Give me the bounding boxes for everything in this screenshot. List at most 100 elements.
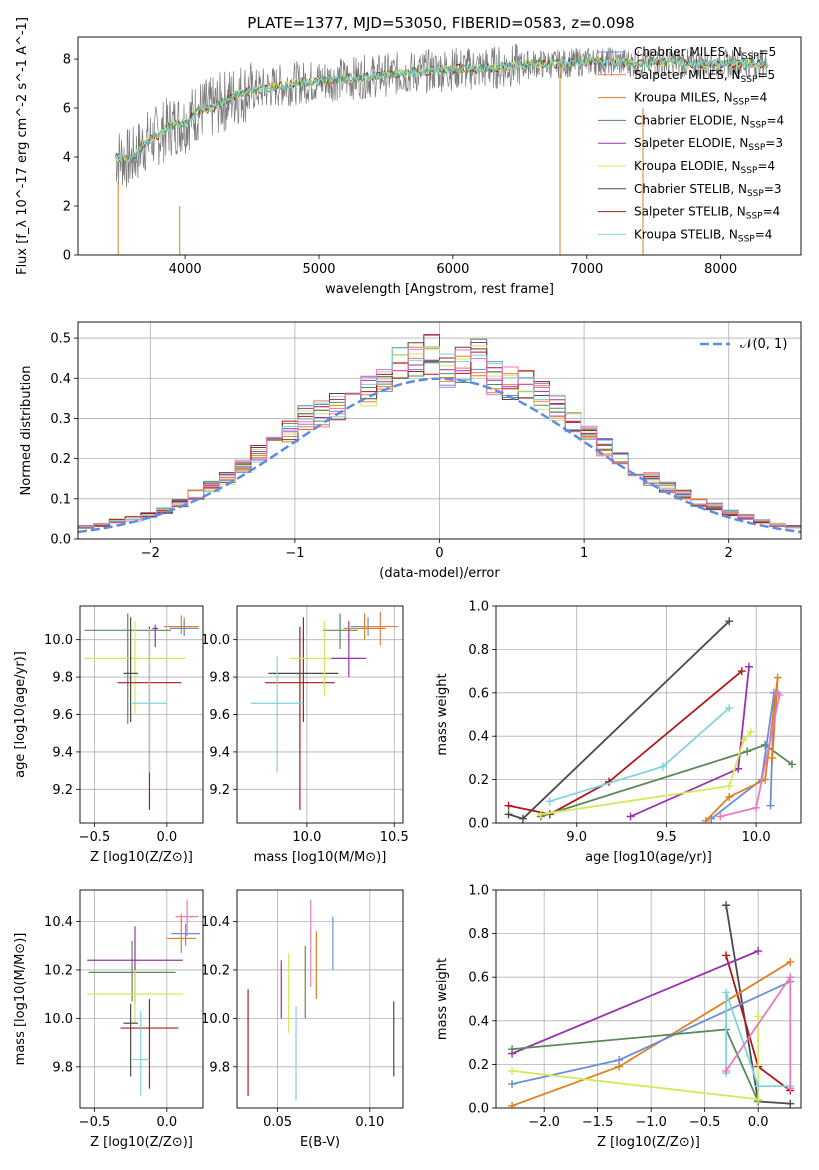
- legend-entry: Salpeter ELODIE, NSSP=3: [634, 136, 783, 153]
- plot-area: [496, 890, 801, 1108]
- series-line: [705, 677, 779, 822]
- plot-area: [115, 43, 768, 255]
- error-point: [84, 613, 172, 724]
- legend-suffix: =5: [757, 68, 775, 82]
- y-tick-label: 0.6: [468, 686, 489, 701]
- error-point: [123, 617, 138, 722]
- y-tick-label: 0.0: [468, 817, 489, 832]
- error-point: [322, 613, 358, 650]
- error-point: [268, 617, 339, 722]
- y-tick-label: 0.4: [468, 730, 489, 745]
- series-line: [508, 670, 743, 816]
- legend-suffix: =3: [764, 182, 782, 196]
- y-tick-label: 0.2: [468, 773, 489, 788]
- plus-marker: [701, 816, 710, 823]
- axes-frame: [79, 889, 204, 1109]
- y-tick-label: 0.5: [50, 332, 71, 347]
- x-axis-label: E(B-V): [300, 1135, 340, 1150]
- plus-marker: [626, 812, 635, 821]
- y-tick-label: 10.2: [44, 963, 73, 978]
- plot-area: [80, 890, 203, 1108]
- plus-marker: [508, 1080, 517, 1089]
- y-tick-label: 10.4: [44, 915, 73, 930]
- x-axis-label: (data-model)/error: [379, 566, 500, 581]
- y-tick-label: 9.4: [209, 745, 230, 760]
- legend-entry: Kroupa STELIB, NSSP=4: [634, 227, 772, 244]
- series-line: [725, 992, 791, 1088]
- y-tick-label: 9.6: [209, 708, 230, 723]
- plus-marker: [722, 988, 731, 997]
- plus-marker: [725, 782, 734, 791]
- error-point: [362, 611, 398, 646]
- mass-weight-vs-age-panel: 9.0 9.5 10.0 0.0 0.2 0.4 0.6 0.8 1.0 age [log10(a…: [435, 600, 802, 865]
- x-tick-label: −1: [285, 546, 304, 561]
- plus-marker: [722, 951, 731, 960]
- figure-title: PLATE=1377, MJD=53050, FIBERID=0583, z=0…: [247, 14, 634, 32]
- error-point: [87, 969, 183, 1024]
- mass-weight-vs-metallicity-panel: −2.0 −1.5 −1.0 −0.5 0.0 0.0 0.2 0.4 0.6 0.8 1.0 Z […: [435, 884, 802, 1150]
- plus-marker: [725, 703, 734, 712]
- y-tick-label: 0.8: [468, 927, 489, 942]
- error-point: [84, 620, 186, 715]
- y-tick-label: 0.4: [50, 372, 71, 387]
- series-line: [508, 620, 730, 820]
- x-tick-label: 6000: [436, 262, 469, 277]
- y-tick-label: 9.2: [52, 783, 73, 798]
- y-tick-label: 0.8: [468, 643, 489, 658]
- series-line: [540, 731, 752, 816]
- y-tick-label: 8: [63, 53, 71, 68]
- y-tick-label: 0.2: [468, 1058, 489, 1073]
- x-tick-label: −1.5: [582, 1115, 614, 1130]
- legend-suffix: =3: [765, 136, 783, 150]
- plus-marker: [536, 810, 545, 819]
- plus-marker: [504, 801, 513, 810]
- x-tick-label: 8000: [704, 262, 737, 277]
- legend-suffix: =4: [763, 205, 781, 219]
- series-line: [710, 692, 775, 820]
- series-line: [720, 692, 781, 818]
- y-tick-label: 9.6: [52, 708, 73, 723]
- x-tick-label: 2: [725, 546, 733, 561]
- error-point: [171, 923, 201, 946]
- x-tick-label: −1.0: [635, 1115, 667, 1130]
- observed-spectrum: [115, 43, 768, 188]
- plot-area: [80, 606, 203, 823]
- axes-frame: [495, 605, 802, 824]
- y-tick-label: 9.8: [52, 1060, 73, 1075]
- x-tick-label: −0.5: [79, 1115, 111, 1130]
- legend-subscript: SSP: [733, 98, 750, 108]
- legend-subscript: SSP: [738, 234, 755, 244]
- x-axis-label: Z [log10(Z/Z⊙)]: [90, 850, 193, 865]
- axes-frame: [495, 889, 802, 1109]
- y-tick-label: 0.3: [50, 412, 71, 427]
- legend-subscript: SSP: [741, 166, 758, 176]
- legend-subscript: SSP: [750, 120, 767, 130]
- y-tick-label: 4: [63, 151, 71, 166]
- plus-marker: [743, 747, 752, 756]
- y-axis-label: Normed distribution: [19, 366, 34, 496]
- error-point: [166, 914, 196, 953]
- error-point: [132, 1011, 150, 1096]
- y-tick-label: 9.8: [52, 671, 73, 686]
- y-tick-label: 10.0: [44, 1012, 73, 1027]
- x-tick-label: −2: [141, 546, 160, 561]
- y-axis-label: age [log10(age/yr)]: [13, 651, 28, 778]
- error-point: [132, 628, 167, 773]
- y-axis-label: mass weight: [435, 673, 450, 755]
- y-tick-label: 0.4: [468, 1014, 489, 1029]
- legend-text: Chabrier MILES, N: [634, 45, 742, 59]
- plus-marker: [744, 662, 753, 671]
- plus-marker: [615, 1056, 624, 1065]
- x-axis-label: age [log10(age/yr)]: [585, 850, 712, 865]
- x-tick-label: 10.0: [292, 830, 321, 845]
- plus-marker: [768, 753, 777, 762]
- x-tick-label: −2.0: [528, 1115, 560, 1130]
- mass-vs-metallicity-panel: −0.5 0.0 9.8 10.0 10.2 10.4 Z [log10(Z/Z⊙)] mas…: [13, 889, 204, 1150]
- x-axis-label: Z [log10(Z/Z⊙)]: [90, 1135, 193, 1150]
- x-axis-label: Z [log10(Z/Z⊙)]: [597, 1135, 700, 1150]
- legend-entry: Kroupa MILES, NSSP=4: [634, 91, 767, 108]
- legend-text: Kroupa ELODIE, N: [634, 159, 741, 173]
- plus-marker: [754, 1012, 763, 1021]
- plus-marker: [761, 740, 770, 749]
- error-point: [175, 899, 199, 937]
